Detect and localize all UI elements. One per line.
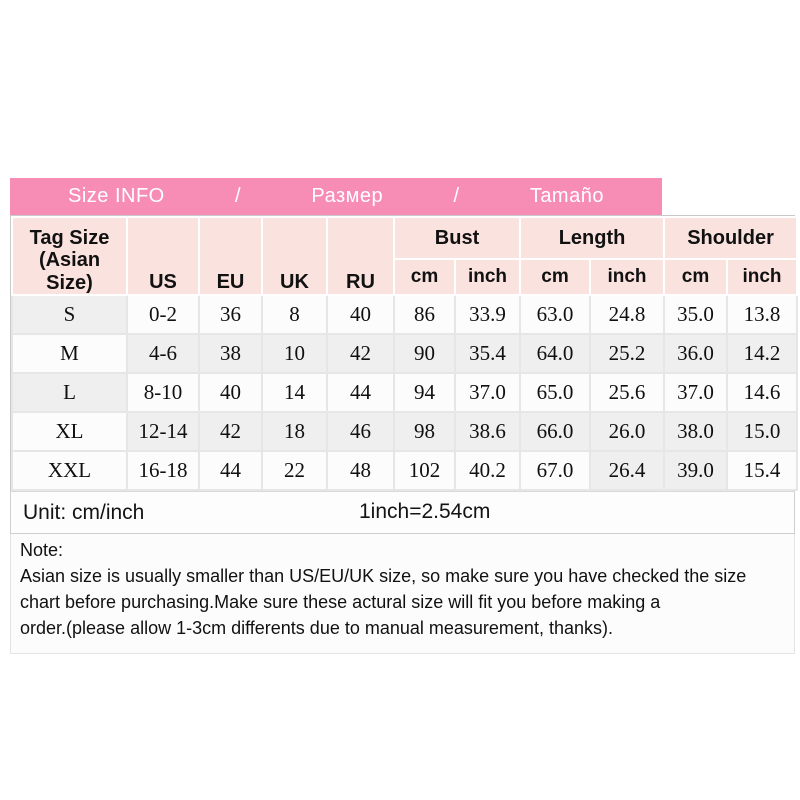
size-row-xl: XL 12-14 42 18 46 98 38.6 66.0 26.0 38.0… (11, 411, 799, 452)
bust-inch-cell: 38.6 (453, 411, 522, 452)
shoulder-cm-cell: 35.0 (663, 294, 729, 335)
note-line-3: order.(please allow 1-3cm differents due… (20, 618, 613, 638)
note-block: Note: Asian size is usually smaller than… (10, 534, 795, 654)
group-header-shoulder: Shoulder (663, 216, 799, 260)
bust-cm-cell: 94 (393, 372, 456, 413)
length-cm-cell: 63.0 (519, 294, 592, 335)
title-separator: / (453, 185, 460, 207)
length-cm-cell: 67.0 (519, 450, 592, 491)
length-cm-cell: 66.0 (519, 411, 592, 452)
size-chart-sheet: Size INFO / Размер / Tamaño Tag Size (10, 178, 799, 654)
ru-cell: 48 (326, 450, 395, 491)
length-inch-cell: 25.6 (589, 372, 666, 413)
group-header-bust: Bust (392, 216, 522, 260)
col-header-uk: UK (261, 216, 328, 296)
unit-header-bust-cm: cm (393, 258, 456, 296)
ru-cell: 42 (326, 333, 395, 374)
size-row-l: L 8-10 40 14 44 94 37.0 65.0 25.6 37.0 1… (11, 372, 799, 413)
tag-cell: XL (11, 411, 128, 452)
tag-size-header: Tag Size (Asian Size) (11, 216, 128, 296)
uk-cell: 18 (261, 411, 328, 452)
uk-cell: 22 (261, 450, 328, 491)
unit-strip: Unit: cm/inch 1inch=2.54cm (10, 491, 795, 534)
eu-cell: 44 (198, 450, 263, 491)
uk-cell: 10 (261, 333, 328, 374)
group-header-length: Length (519, 216, 666, 260)
inch-conversion: 1inch=2.54cm (359, 500, 491, 523)
size-table: Tag Size (Asian Size) US EU UK RU Bust L… (11, 216, 799, 491)
tag-cell: XXL (11, 450, 128, 491)
size-info-title-bar: Size INFO / Размер / Tamaño (10, 178, 662, 215)
unit-header-length-inch: inch (589, 258, 666, 296)
unit-header-shoulder-cm: cm (663, 258, 729, 296)
us-cell: 12-14 (126, 411, 200, 452)
unit-label: Unit: cm/inch (23, 500, 145, 524)
length-cm-cell: 64.0 (519, 333, 592, 374)
title-separator: / (235, 185, 242, 207)
header-unit-row: cm inch cm inch cm inch (12, 258, 799, 296)
bust-cm-cell: 86 (393, 294, 456, 335)
us-cell: 0-2 (126, 294, 200, 335)
eu-cell: 38 (198, 333, 263, 374)
col-header-eu: EU (198, 216, 263, 296)
shoulder-cm-cell: 39.0 (663, 450, 729, 491)
length-inch-cell: 24.8 (589, 294, 666, 335)
us-cell: 8-10 (126, 372, 200, 413)
tag-size-header-line2: (Asian Size) (38, 249, 101, 294)
bust-cm-cell: 98 (393, 411, 456, 452)
bust-inch-cell: 40.2 (453, 450, 522, 491)
uk-cell: 14 (261, 372, 328, 413)
bust-inch-cell: 33.9 (453, 294, 522, 335)
length-inch-cell: 25.2 (589, 333, 666, 374)
note-line-2: chart before purchasing.Make sure these … (20, 592, 661, 612)
eu-cell: 42 (198, 411, 263, 452)
ru-cell: 46 (326, 411, 395, 452)
note-label: Note: (20, 540, 64, 560)
size-row-s: S 0-2 36 8 40 86 33.9 63.0 24.8 35.0 13.… (11, 294, 799, 335)
tag-size-header-line1: Tag Size (29, 226, 110, 249)
title-razmer: Размер (311, 185, 384, 207)
bust-inch-cell: 37.0 (453, 372, 522, 413)
unit-header-length-cm: cm (519, 258, 592, 296)
shoulder-inch-cell: 14.2 (726, 333, 799, 374)
eu-cell: 40 (198, 372, 263, 413)
unit-header-bust-inch: inch (453, 258, 522, 296)
eu-cell: 36 (198, 294, 263, 335)
size-row-m: M 4-6 38 10 42 90 35.4 64.0 25.2 36.0 14… (11, 333, 799, 374)
shoulder-cm-cell: 38.0 (663, 411, 729, 452)
uk-cell: 8 (261, 294, 328, 335)
shoulder-inch-cell: 15.0 (726, 411, 799, 452)
length-cm-cell: 65.0 (519, 372, 592, 413)
us-cell: 16-18 (126, 450, 200, 491)
ru-cell: 40 (326, 294, 395, 335)
tag-cell: M (11, 333, 128, 374)
size-row-xxl: XXL 16-18 44 22 48 102 40.2 67.0 26.4 39… (11, 450, 799, 491)
length-inch-cell: 26.4 (589, 450, 666, 491)
length-inch-cell: 26.0 (589, 411, 666, 452)
tag-cell: L (11, 372, 128, 413)
col-header-us: US (126, 216, 200, 296)
shoulder-inch-cell: 15.4 (726, 450, 799, 491)
tag-cell: S (11, 294, 128, 335)
size-table-frame: Tag Size (Asian Size) US EU UK RU Bust L… (10, 215, 799, 491)
shoulder-inch-cell: 13.8 (726, 294, 799, 335)
us-cell: 4-6 (126, 333, 200, 374)
note-line-1: Asian size is usually smaller than US/EU… (20, 566, 747, 586)
shoulder-cm-cell: 37.0 (663, 372, 729, 413)
col-header-ru: RU (326, 216, 395, 296)
unit-header-shoulder-inch: inch (726, 258, 799, 296)
shoulder-cm-cell: 36.0 (663, 333, 729, 374)
header-group-row: Tag Size (Asian Size) US EU UK RU Bust L… (11, 216, 799, 296)
bust-inch-cell: 35.4 (453, 333, 522, 374)
title-tamano: Tamaño (529, 185, 604, 207)
bust-cm-cell: 102 (393, 450, 456, 491)
shoulder-inch-cell: 14.6 (726, 372, 799, 413)
bust-cm-cell: 90 (393, 333, 456, 374)
ru-cell: 44 (326, 372, 395, 413)
title-size-info: Size INFO (68, 185, 165, 207)
